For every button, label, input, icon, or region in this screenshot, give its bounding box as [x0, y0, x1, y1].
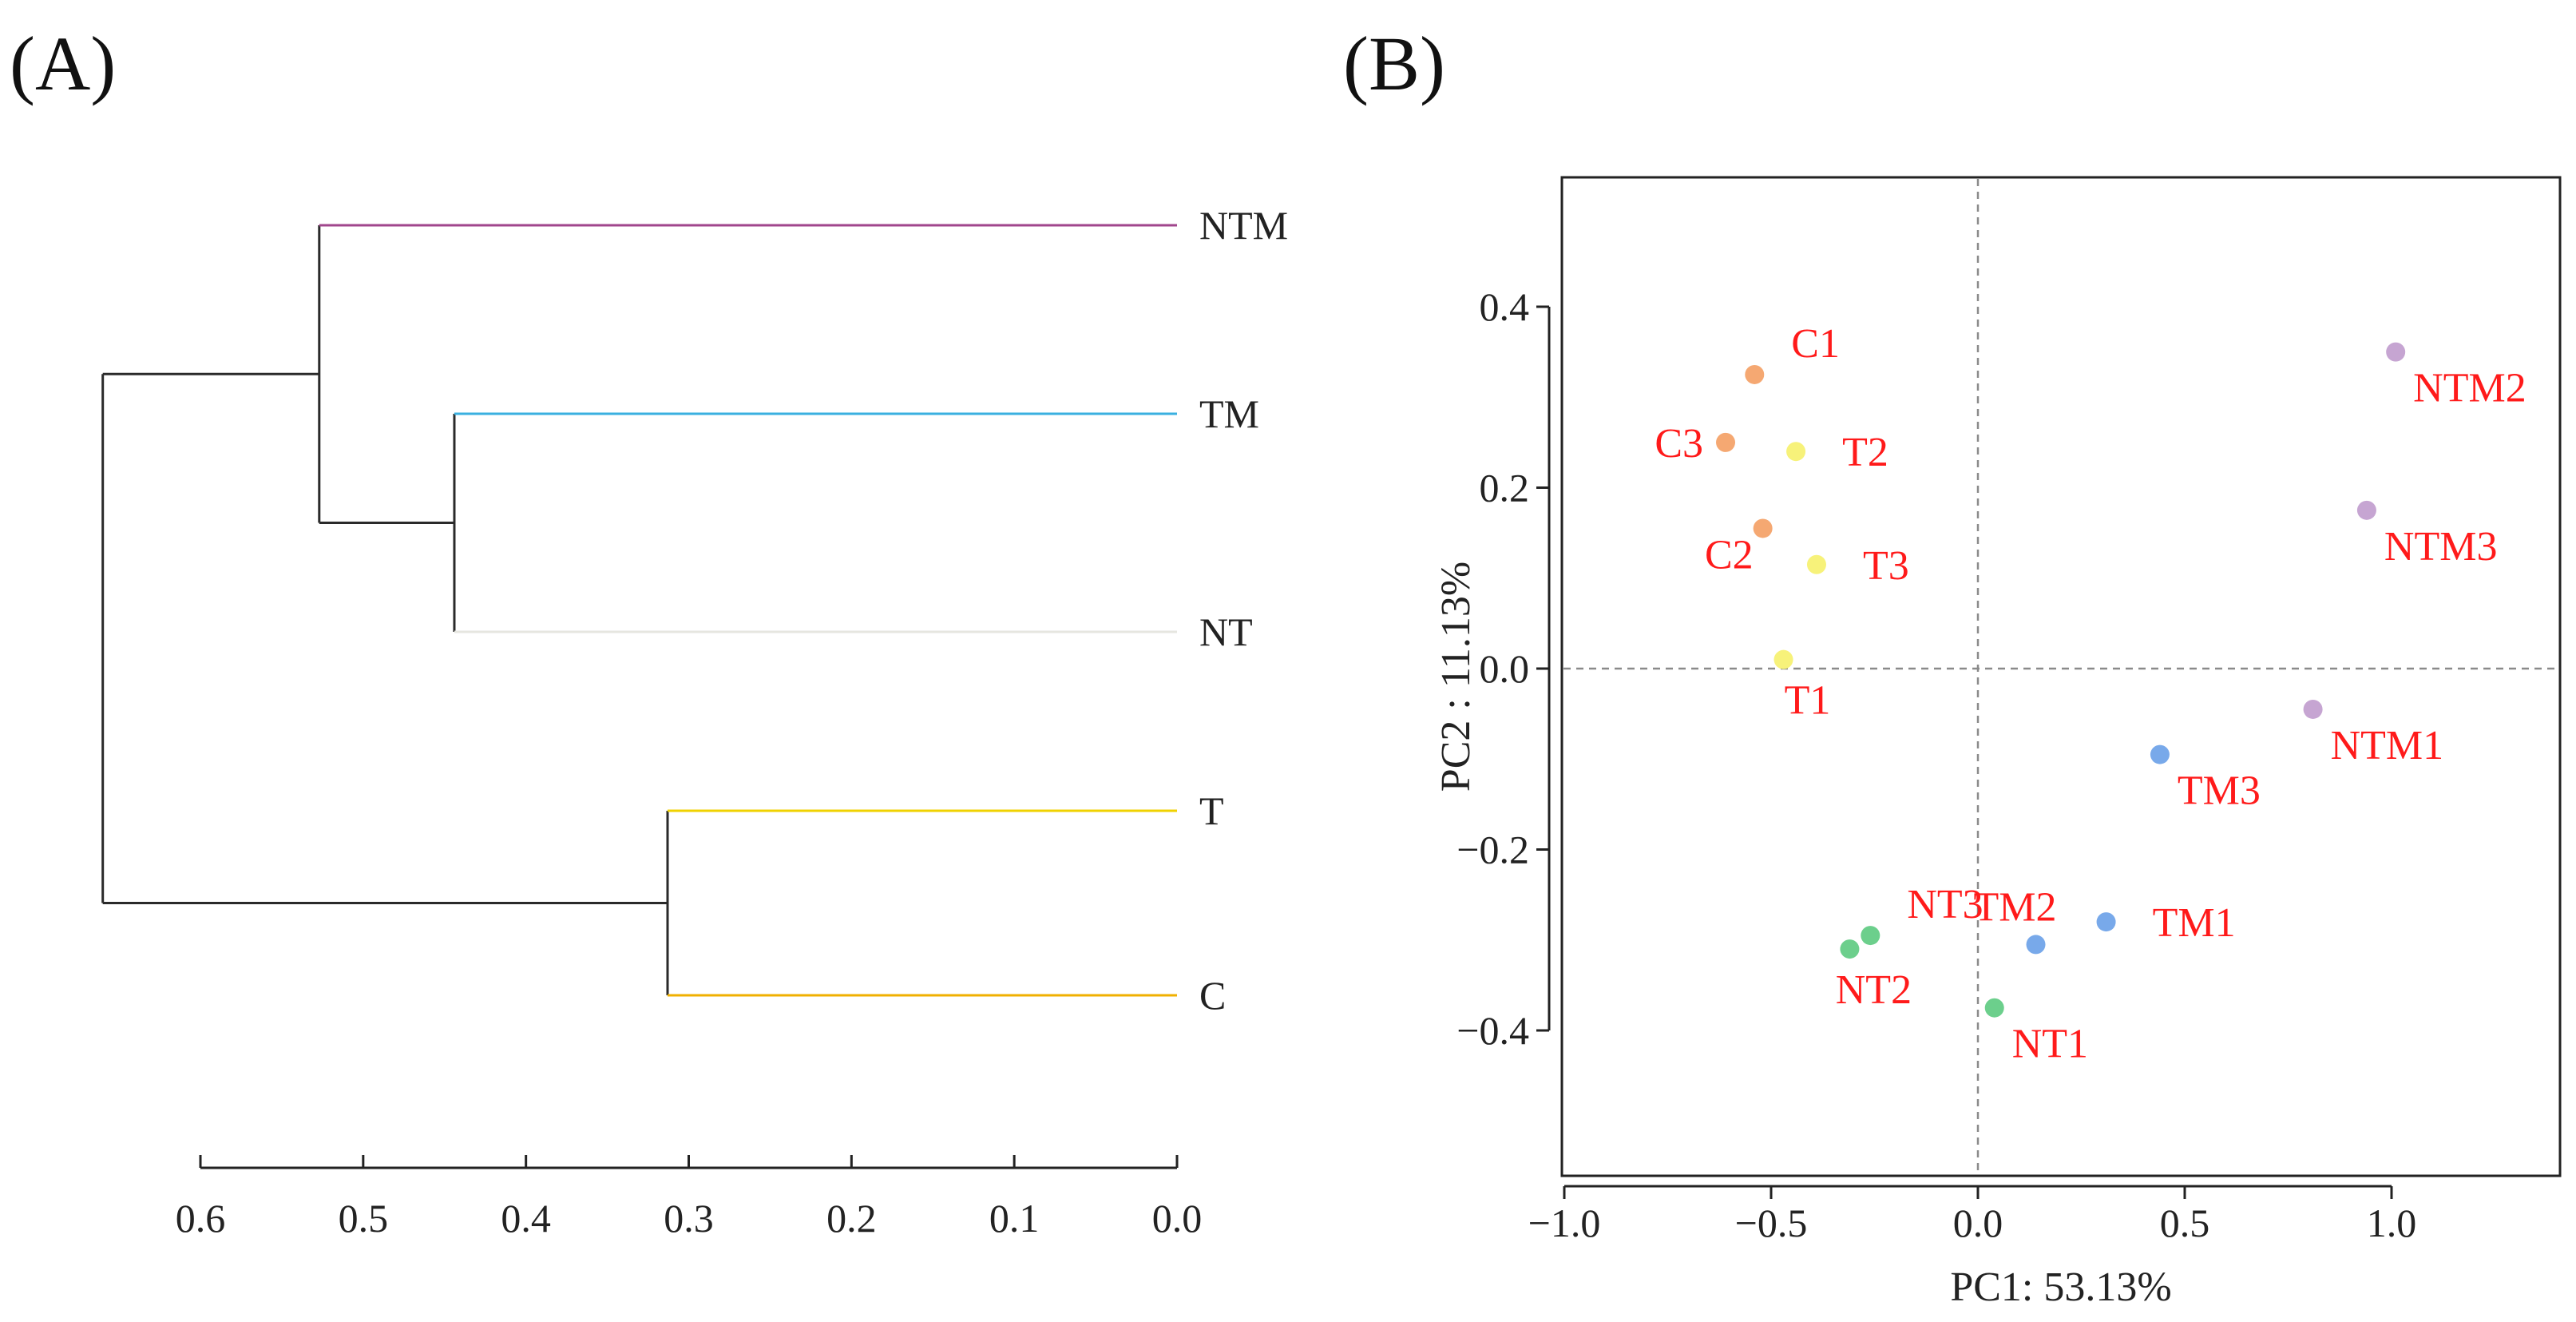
point-tm1 [2096, 912, 2116, 932]
x-tick-label: −1.0 [1528, 1201, 1601, 1245]
x-tick-label: 0.0 [1152, 1196, 1203, 1241]
panel-label-a: (A) [10, 21, 116, 106]
point-label-ntm3: NTM3 [2384, 524, 2498, 570]
x-tick-label: 0.2 [826, 1196, 877, 1241]
point-label-nt3: NT3 [1907, 882, 1983, 927]
y-tick-label: 0.0 [1480, 646, 1530, 691]
panel-label-b: (B) [1343, 21, 1445, 106]
point-t1 [1773, 649, 1793, 669]
point-nt2 [1840, 939, 1860, 959]
point-label-ntm1: NTM1 [2331, 723, 2444, 768]
y-axis-title: PC2 : 11.13% [1433, 562, 1479, 792]
y-tick-label: −0.4 [1456, 1008, 1529, 1053]
x-axis-title: PC1: 53.13% [1950, 1264, 2171, 1310]
point-label-tm3: TM3 [2178, 768, 2261, 814]
point-label-c1: C1 [1791, 321, 1840, 367]
point-c3 [1716, 432, 1736, 452]
point-label-nt2: NT2 [1836, 967, 1912, 1013]
point-label-t1: T1 [1785, 678, 1831, 724]
point-label-c3: C3 [1655, 421, 1703, 466]
plot-frame [1560, 176, 2562, 1177]
dendrogram-leaves: NTM TM NT T C [319, 203, 1288, 1018]
leaf-label-tm: TM [1199, 391, 1259, 436]
point-label-tm1: TM1 [2153, 900, 2236, 946]
y-tick-label: 0.2 [1480, 466, 1530, 510]
point-nt3 [1861, 926, 1880, 946]
dendrogram-x-axis: 0.6 0.5 0.4 0.3 0.2 0.1 0.0 [176, 1155, 1203, 1241]
y-tick-label: −0.2 [1456, 828, 1529, 872]
point-nt1 [1984, 998, 2004, 1018]
leaf-label-nt: NT [1199, 609, 1253, 654]
y-tick-label: 0.4 [1480, 284, 1530, 329]
x-tick-label: 0.4 [501, 1196, 551, 1241]
point-t2 [1786, 442, 1806, 462]
pca-points: C1 C2 C3 T1 T2 T3 NT1 NT2 NT3 TM1 TM2 TM3 NTM1 NTM2 NT… [1655, 321, 2526, 1067]
point-label-nt1: NT1 [2012, 1022, 2088, 1067]
x-tick-label: 1.0 [2367, 1201, 2417, 1245]
point-label-ntm2: NTM2 [2413, 366, 2526, 411]
point-tm2 [2026, 935, 2046, 955]
point-label-c2: C2 [1705, 532, 1754, 578]
dendrogram-panel: (A) NTM TM NT T C 0.6 0.5 0.4 0.3 0.2 0.1 0.0 [10, 21, 1288, 1241]
pca-axes: −1.0 −0.5 0.0 0.5 1.0 0.4 0.2 0.0 −0.2 −0.4 [1456, 284, 2416, 1245]
point-c2 [1753, 518, 1773, 538]
point-ntm2 [2386, 342, 2406, 362]
point-label-t3: T3 [1863, 543, 1909, 589]
x-tick-label: −0.5 [1735, 1201, 1808, 1245]
x-tick-label: 0.0 [1953, 1201, 2003, 1245]
point-label-t2: T2 [1842, 430, 1888, 475]
x-tick-label: 0.6 [176, 1196, 226, 1241]
x-tick-label: 0.5 [339, 1196, 389, 1241]
x-tick-label: 0.3 [664, 1196, 714, 1241]
pca-panel: (B) −1.0 −0.5 0.0 0.5 1.0 0.4 0.2 0.0 −0.2 −0.4 C… [1343, 21, 2562, 1310]
point-t3 [1806, 554, 1826, 574]
point-c1 [1745, 364, 1765, 384]
x-tick-label: 0.1 [989, 1196, 1040, 1241]
x-tick-label: 0.5 [2160, 1201, 2210, 1245]
point-ntm3 [2356, 500, 2376, 520]
point-tm3 [2150, 744, 2170, 764]
point-label-tm2: TM2 [1974, 884, 2057, 930]
dendrogram-branches [101, 225, 669, 995]
leaf-label-ntm: NTM [1199, 203, 1288, 248]
point-ntm1 [2303, 699, 2323, 719]
leaf-label-c: C [1199, 973, 1226, 1018]
leaf-label-t: T [1199, 788, 1224, 833]
